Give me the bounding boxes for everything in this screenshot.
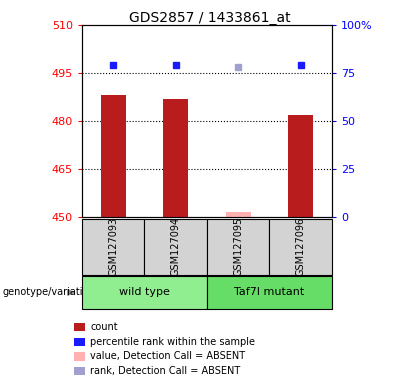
Text: GSM127094: GSM127094 xyxy=(171,217,181,276)
Text: wild type: wild type xyxy=(119,287,170,298)
Text: genotype/variation: genotype/variation xyxy=(2,287,95,298)
Bar xyxy=(226,212,251,217)
Bar xyxy=(101,95,126,217)
Text: GSM127095: GSM127095 xyxy=(233,217,243,276)
Text: count: count xyxy=(90,322,118,332)
Bar xyxy=(163,99,188,217)
Bar xyxy=(288,114,313,217)
Text: GSM127093: GSM127093 xyxy=(108,217,118,276)
Text: GDS2857 / 1433861_at: GDS2857 / 1433861_at xyxy=(129,11,291,25)
Text: Taf7l mutant: Taf7l mutant xyxy=(234,287,304,298)
Text: value, Detection Call = ABSENT: value, Detection Call = ABSENT xyxy=(90,351,245,361)
Text: percentile rank within the sample: percentile rank within the sample xyxy=(90,337,255,347)
Text: rank, Detection Call = ABSENT: rank, Detection Call = ABSENT xyxy=(90,366,241,376)
Text: GSM127096: GSM127096 xyxy=(296,217,306,276)
